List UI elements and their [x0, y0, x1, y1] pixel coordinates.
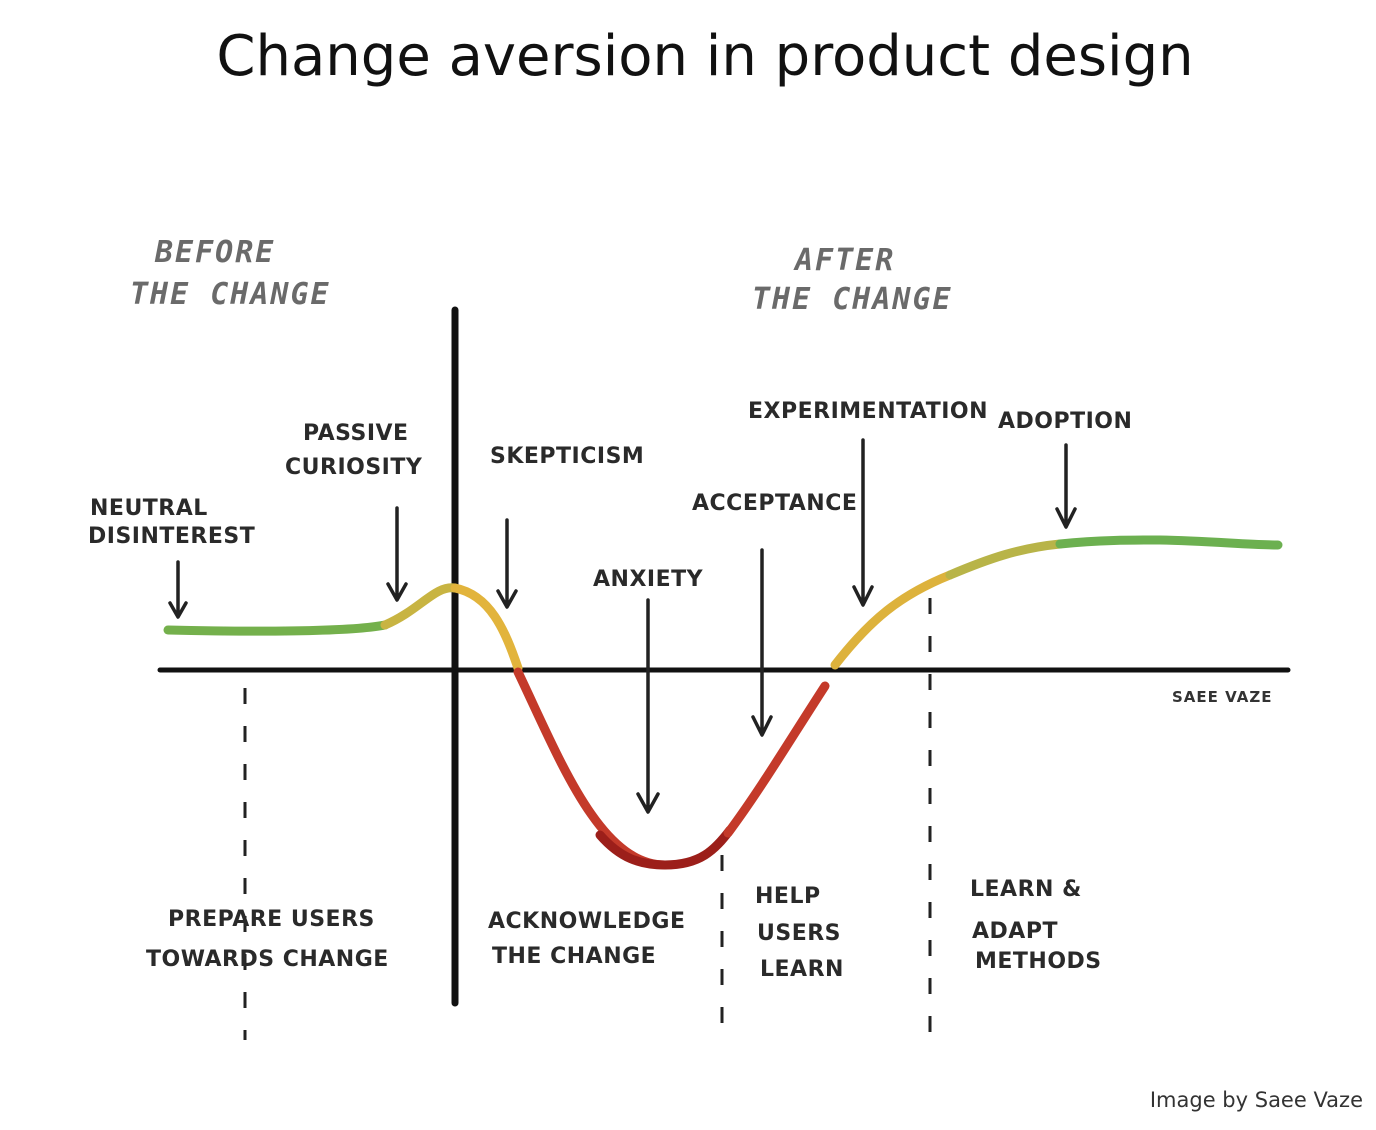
- curve: [163, 535, 1283, 870]
- stage-label: PASSIVE: [303, 421, 409, 446]
- curve-segment: [723, 681, 830, 838]
- phase-label: THE CHANGE: [752, 282, 953, 317]
- curve-segment: [1055, 535, 1283, 550]
- action-label: ADAPT: [972, 919, 1058, 944]
- curve-segment: [945, 539, 1065, 580]
- stage-label: NEUTRAL: [90, 496, 208, 521]
- arrows: [168, 438, 1077, 814]
- action-label: LEARN &: [970, 877, 1082, 902]
- title: Change aversion in product design: [216, 24, 1193, 89]
- stage-label: ACCEPTANCE: [692, 491, 857, 516]
- arrow: [636, 598, 660, 814]
- phase-label: THE CHANGE: [130, 277, 331, 312]
- action-label: TOWARDS CHANGE: [146, 947, 389, 972]
- action-label: THE CHANGE: [492, 944, 656, 969]
- curve-segment: [830, 570, 955, 670]
- arrow: [852, 438, 874, 607]
- arrow: [751, 548, 773, 737]
- curve-segment: [380, 583, 460, 630]
- curve-segment: [163, 620, 390, 636]
- stage-label: ADOPTION: [998, 409, 1132, 434]
- credit: Image by Saee Vaze: [1150, 1088, 1363, 1112]
- stage-label: DISINTEREST: [88, 524, 255, 549]
- action-label: METHODS: [975, 949, 1102, 974]
- arrow: [496, 518, 518, 609]
- curve-segment: [595, 825, 735, 870]
- curve-segment: [513, 667, 670, 870]
- arrow: [386, 506, 408, 602]
- action-label: LEARN: [760, 957, 844, 982]
- stage-label: EXPERIMENTATION: [748, 399, 988, 424]
- phase-label: BEFORE: [154, 235, 275, 270]
- phase-label: AFTER: [793, 243, 895, 278]
- signature: SAEE VAZE: [1172, 688, 1272, 706]
- stage-label: SKEPTICISM: [490, 444, 644, 469]
- stage-label: CURIOSITY: [285, 455, 423, 480]
- curve-segment: [450, 583, 523, 673]
- arrow: [168, 560, 188, 619]
- action-label: USERS: [757, 921, 841, 946]
- arrow: [1055, 443, 1077, 529]
- action-label: ACKNOWLEDGE: [488, 909, 686, 934]
- stage-label: ANXIETY: [593, 567, 704, 592]
- action-label: PREPARE USERS: [168, 907, 375, 932]
- action-label: HELP: [755, 884, 821, 909]
